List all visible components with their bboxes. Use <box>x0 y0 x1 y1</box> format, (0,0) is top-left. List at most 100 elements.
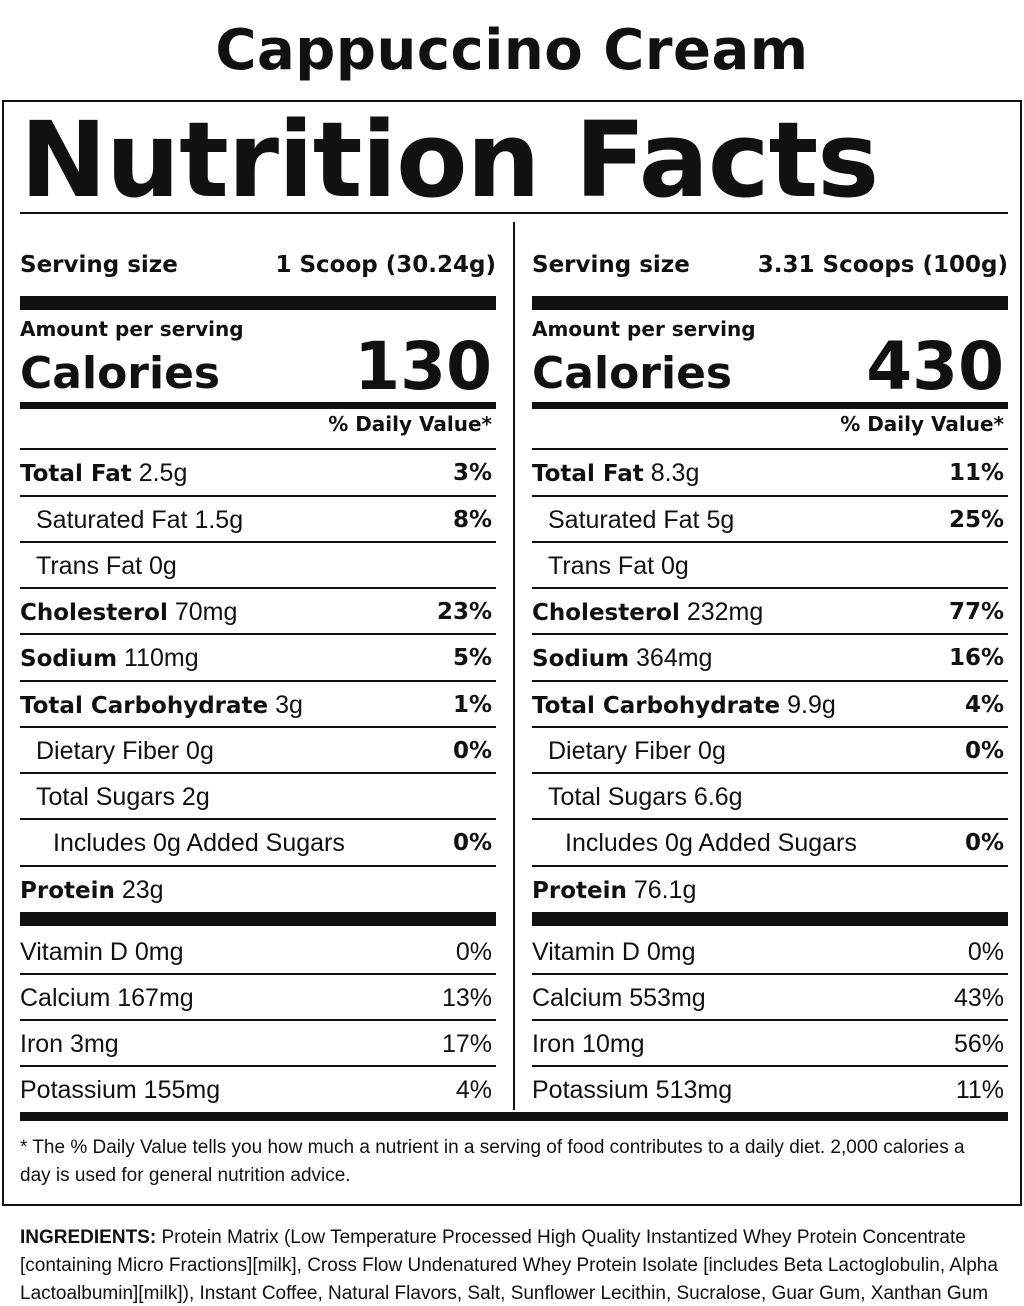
nutrient-name: Dietary Fiber <box>548 736 692 765</box>
nutrient-row-dietary-fiber: Dietary Fiber 0g 0% <box>532 728 1008 774</box>
nutrient-name: Total Sugars <box>548 782 687 811</box>
nutrient-name: Includes 0g Added Sugars <box>565 828 857 857</box>
nutrient-amount: 8.3g <box>650 458 700 487</box>
title-rule <box>20 212 1008 214</box>
nutrient-name: Cholesterol <box>20 599 168 626</box>
nutrient-dv: 4% <box>964 692 1004 718</box>
vitamin-name: Potassium <box>20 1075 137 1104</box>
nutrient-amount: 76.1g <box>633 875 697 904</box>
flavor-title: Cappuccino Cream <box>215 18 809 83</box>
rule <box>20 495 496 497</box>
nutrient-amount: 2g <box>181 782 210 811</box>
rule <box>20 448 496 450</box>
nutrient-amount: 0g <box>661 551 689 580</box>
nutrient-amount: 70mg <box>174 597 238 626</box>
nutrient-dv: 8% <box>452 507 492 533</box>
daily-value-header: % Daily Value* <box>328 412 492 436</box>
vitamin-row-calcium: Calcium 553mg 43% <box>532 975 1008 1021</box>
nutrient-row-total-fat: Total Fat 8.3g 11% <box>532 450 1008 496</box>
nutrient-name: Saturated Fat <box>36 505 188 534</box>
nutrient-dv: 0% <box>964 738 1004 764</box>
rule <box>20 587 496 589</box>
rule <box>532 865 1008 867</box>
calories-value: 430 <box>866 328 1004 405</box>
medium-rule <box>20 402 496 409</box>
serving-size-value: 3.31 Scoops (100g) <box>757 252 1008 278</box>
rule <box>532 1019 1008 1021</box>
nutrient-row-cholesterol: Cholesterol 232mg 77% <box>532 589 1008 635</box>
vitamin-row-potassium: Potassium 155mg 4% <box>20 1067 496 1113</box>
thick-rule <box>532 912 1008 926</box>
nutrient-row-trans-fat: Trans Fat 0g <box>532 543 1008 589</box>
nutrient-name: Total Fat <box>20 460 132 487</box>
bottom-thick-rule <box>20 1112 1008 1121</box>
nutrient-amount: 9.9g <box>787 690 836 719</box>
nutrient-dv: 5% <box>452 645 492 671</box>
nutrient-amount: 0g <box>186 736 214 765</box>
vitamin-amount: 0mg <box>134 937 184 966</box>
serving-size-label: Serving size <box>532 252 690 278</box>
vitamin-amount: 553mg <box>629 983 706 1012</box>
daily-value-header: % Daily Value* <box>840 412 1004 436</box>
rule <box>532 818 1008 820</box>
nutrient-row-total-fat: Total Fat 2.5g 3% <box>20 450 496 496</box>
rule <box>532 587 1008 589</box>
rule <box>20 680 496 682</box>
nutrient-row-added-sugars: Includes 0g Added Sugars 0% <box>20 820 496 866</box>
calories-value: 130 <box>354 328 492 405</box>
amount-per-serving: Amount per serving <box>532 317 756 341</box>
nutrient-name: Cholesterol <box>532 599 680 626</box>
nutrient-dv: 0% <box>964 830 1004 856</box>
vitamin-dv: 4% <box>455 1075 492 1104</box>
nutrient-name: Protein <box>532 877 627 904</box>
nutrient-name: Protein <box>20 877 115 904</box>
nutrient-row-cholesterol: Cholesterol 70mg 23% <box>20 589 496 635</box>
nutrient-name: Includes 0g Added Sugars <box>53 828 345 857</box>
rule <box>20 541 496 543</box>
vitamin-name: Vitamin D <box>532 937 640 966</box>
rule <box>532 680 1008 682</box>
rule <box>532 1065 1008 1067</box>
nutrient-row-total-sugars: Total Sugars 6.6g <box>532 774 1008 820</box>
nutrient-row-protein: Protein 76.1g <box>532 867 1008 913</box>
rule <box>20 1019 496 1021</box>
vitamin-name: Calcium <box>20 983 111 1012</box>
rule <box>532 448 1008 450</box>
rule <box>532 726 1008 728</box>
serving-size-value: 1 Scoop (30.24g) <box>275 252 496 278</box>
vitamin-dv: 43% <box>953 983 1004 1012</box>
rule <box>532 495 1008 497</box>
vitamin-row-vitamin-d: Vitamin D 0mg 0% <box>20 929 496 975</box>
ingredients-statement: INGREDIENTS: Protein Matrix (Low Tempera… <box>20 1224 1020 1306</box>
nutrient-name: Dietary Fiber <box>36 736 180 765</box>
vitamin-row-potassium: Potassium 513mg 11% <box>532 1067 1008 1113</box>
nutrient-row-added-sugars: Includes 0g Added Sugars 0% <box>532 820 1008 866</box>
vitamin-row-vitamin-d: Vitamin D 0mg 0% <box>532 929 1008 975</box>
nutrient-amount: 6.6g <box>693 782 743 811</box>
medium-rule <box>532 402 1008 409</box>
vitamin-row-calcium: Calcium 167mg 13% <box>20 975 496 1021</box>
vitamin-name: Iron <box>532 1029 576 1058</box>
serving-size-row: Serving size 3.31 Scoops (100g) <box>532 252 1008 278</box>
nutrient-row-protein: Protein 23g <box>20 867 496 913</box>
nutrient-dv: 0% <box>452 830 492 856</box>
nutrition-facts-panel: Nutrition Facts Serving size 1 Scoop (30… <box>2 100 1022 1206</box>
vitamin-dv: 0% <box>967 937 1004 966</box>
rule <box>20 633 496 635</box>
nutrient-amount: 110mg <box>124 643 199 672</box>
vitamin-dv: 0% <box>455 937 492 966</box>
nutrient-dv: 16% <box>948 645 1004 671</box>
daily-value-footnote: * The % Daily Value tells you how much a… <box>20 1137 965 1186</box>
vitamin-dv: 17% <box>441 1029 492 1058</box>
vitamin-name: Calcium <box>532 983 623 1012</box>
nutrient-row-trans-fat: Trans Fat 0g <box>20 543 496 589</box>
nutrition-facts-heading: Nutrition Facts <box>20 99 879 221</box>
nutrient-dv: 25% <box>948 507 1004 533</box>
thick-rule <box>20 296 496 310</box>
per-scoop-column: Serving size 1 Scoop (30.24g) Amount per… <box>20 222 496 1110</box>
serving-size-row: Serving size 1 Scoop (30.24g) <box>20 252 496 278</box>
calories-label: Calories <box>532 348 733 399</box>
nutrient-dv: 1% <box>452 692 492 718</box>
nutrient-dv: 77% <box>948 599 1004 625</box>
nutrient-row-total-carbohydrate: Total Carbohydrate 9.9g 4% <box>532 682 1008 728</box>
